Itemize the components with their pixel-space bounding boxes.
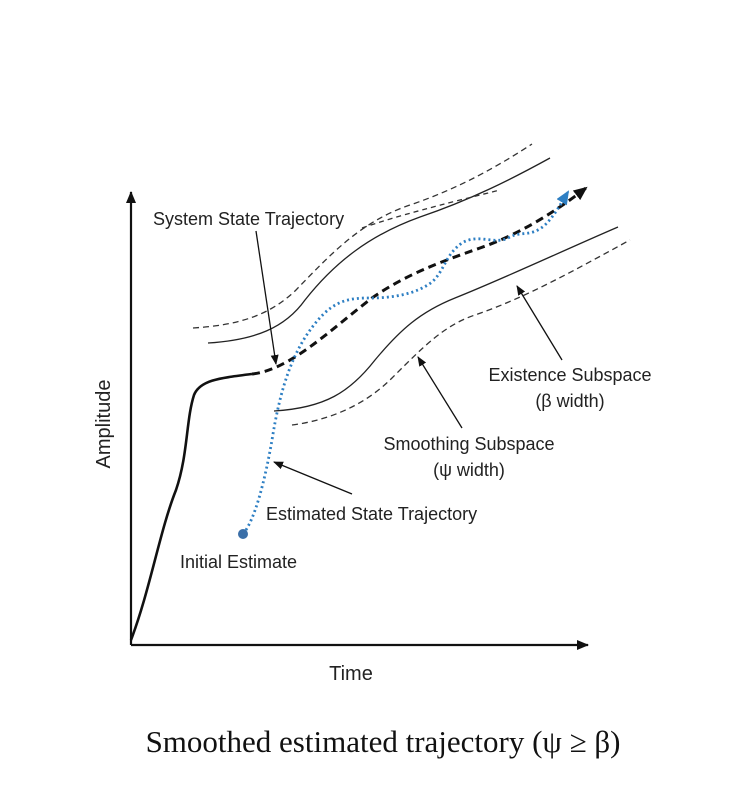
label-existence-line1: Existence Subspace [488,365,651,385]
system-state-trajectory-solid [129,372,253,641]
label-existence-line2: (β width) [535,391,604,411]
pointer-smoothing-subspace [417,356,463,429]
label-initial-estimate: Initial Estimate [180,552,297,572]
figure-caption: Smoothed estimated trajectory (ψ ≥ β) [146,724,621,759]
pointer-system-state-leader [361,189,501,229]
pointer-estimated-state [273,461,353,495]
pointer-existence-subspace [516,285,563,361]
pointer-system-state [255,230,279,365]
smoothing-upper-boundary [192,143,533,329]
label-system-state: System State Trajectory [153,209,344,229]
system-state-trajectory-dashed [251,186,588,376]
label-estimated-state: Estimated State Trajectory [266,504,477,524]
smoothing-lower-boundary [291,239,631,426]
x-axis-label: Time [329,663,373,685]
existence-lower-boundary [273,226,619,412]
label-smoothing-line1: Smoothing Subspace [383,434,554,454]
y-axis-label: Amplitude [93,380,115,469]
initial-estimate-dot [238,529,248,539]
label-smoothing-line2: (ψ width) [433,460,505,480]
estimated-state-trajectory [241,190,570,535]
